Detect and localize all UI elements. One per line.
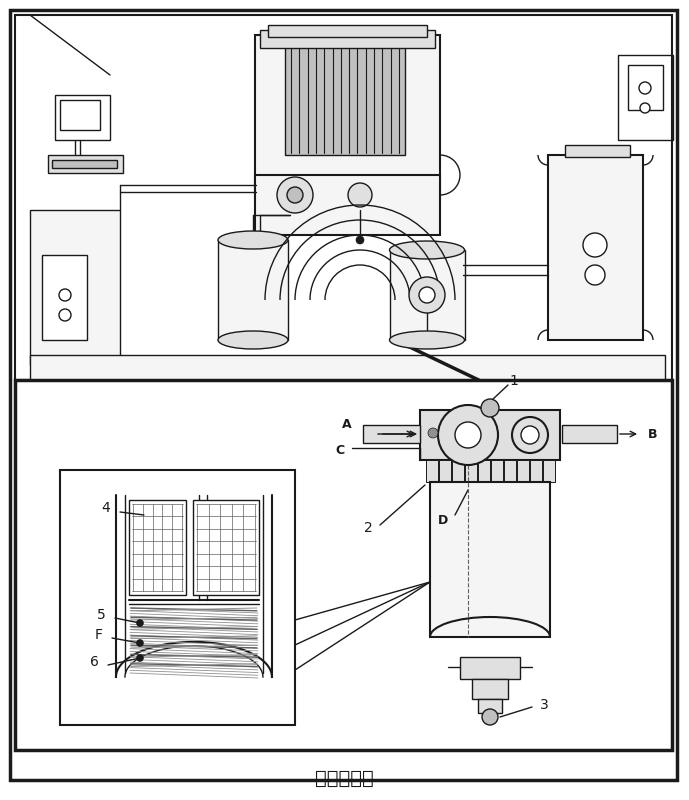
Circle shape — [419, 287, 435, 303]
Bar — [129, 500, 186, 595]
Bar — [628, 65, 663, 110]
Bar — [430, 482, 550, 637]
Bar — [491, 460, 502, 482]
Bar — [542, 460, 555, 482]
Circle shape — [639, 82, 651, 94]
Text: F: F — [95, 628, 103, 642]
Circle shape — [640, 103, 650, 113]
Text: B: B — [648, 427, 657, 441]
Bar — [530, 460, 542, 482]
Bar — [255, 175, 440, 235]
Text: 2: 2 — [364, 521, 373, 535]
Circle shape — [136, 639, 143, 646]
Circle shape — [287, 187, 303, 203]
Bar — [52, 160, 117, 168]
Bar — [451, 460, 464, 482]
Bar — [193, 500, 259, 595]
Bar — [55, 95, 110, 140]
Bar — [504, 460, 515, 482]
Ellipse shape — [218, 331, 288, 349]
Bar — [60, 100, 100, 130]
Bar — [548, 155, 643, 340]
Circle shape — [136, 654, 143, 662]
Circle shape — [585, 265, 605, 285]
Bar — [426, 460, 438, 482]
Circle shape — [136, 619, 143, 626]
Bar — [218, 240, 288, 340]
Bar — [15, 15, 672, 380]
Text: 6: 6 — [90, 655, 99, 669]
Circle shape — [348, 183, 372, 207]
Bar — [460, 657, 520, 679]
Circle shape — [356, 236, 364, 244]
Bar — [438, 460, 451, 482]
Text: C: C — [336, 443, 345, 457]
Circle shape — [409, 277, 445, 313]
Bar — [420, 410, 560, 460]
Bar — [562, 425, 617, 443]
Bar — [477, 460, 489, 482]
Bar — [42, 255, 87, 340]
Text: 5: 5 — [97, 608, 106, 622]
Circle shape — [438, 405, 498, 465]
Circle shape — [428, 428, 438, 438]
Circle shape — [59, 289, 71, 301]
Circle shape — [455, 422, 481, 448]
Bar — [48, 155, 123, 173]
Circle shape — [481, 399, 499, 417]
Bar — [255, 35, 440, 200]
Bar — [618, 55, 673, 140]
Circle shape — [59, 309, 71, 321]
Ellipse shape — [218, 231, 288, 249]
Text: 1: 1 — [510, 374, 518, 388]
Bar — [15, 380, 672, 750]
Circle shape — [512, 417, 548, 453]
Bar — [390, 250, 465, 340]
Circle shape — [521, 426, 539, 444]
Text: 4: 4 — [101, 501, 110, 515]
Circle shape — [277, 177, 313, 213]
Bar — [565, 145, 630, 157]
Circle shape — [583, 233, 607, 257]
Bar — [60, 470, 295, 725]
Text: 3: 3 — [540, 698, 548, 712]
Bar — [464, 460, 477, 482]
Circle shape — [482, 709, 498, 725]
Bar — [363, 425, 420, 443]
Bar — [30, 210, 120, 365]
Text: D: D — [438, 514, 448, 526]
Ellipse shape — [389, 331, 464, 349]
Bar — [517, 460, 528, 482]
Text: 油水分离器: 油水分离器 — [315, 769, 373, 787]
Bar — [30, 355, 665, 380]
Text: A: A — [342, 418, 352, 431]
Bar — [472, 679, 508, 699]
Bar — [478, 699, 502, 713]
Bar — [268, 25, 427, 37]
Ellipse shape — [389, 241, 464, 259]
Bar — [260, 30, 435, 48]
Bar — [285, 45, 405, 155]
